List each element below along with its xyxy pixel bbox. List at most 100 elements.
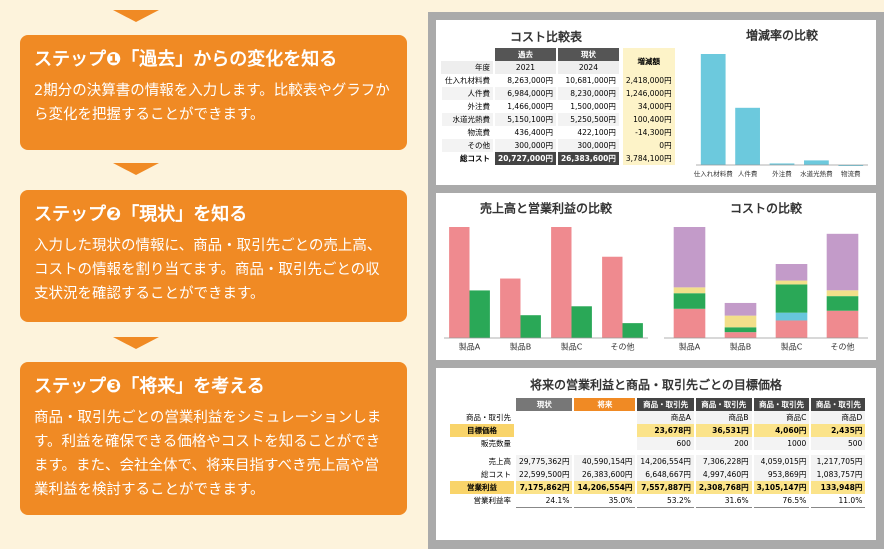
cell: 1,217,705円 [809, 450, 866, 468]
step-title: ステップ❶「過去」からの変化を知る [34, 49, 338, 70]
cell: 34,000円 [618, 100, 675, 113]
cell: 2,418,000円 [618, 74, 675, 87]
table-row: 目標価格 23,678円 36,531円 4,060円 2,435円 [450, 424, 866, 437]
cell: 10,681,000円 [555, 74, 621, 87]
row-header: 総コスト [440, 152, 494, 165]
bar [551, 227, 572, 338]
step-box: ステップ❷「現状」を知る 入力した現状の情報に、商品・取引先ごとの売上高、コストの… [20, 190, 407, 322]
cell: 1000 [751, 437, 811, 453]
x-tick-label: 水道光熱費 [800, 169, 833, 178]
x-tick-label: 製品B [730, 342, 752, 352]
cell: 3,784,100円 [618, 152, 675, 165]
x-tick-label: 製品C [561, 342, 583, 352]
x-tick-label: その他 [831, 342, 855, 352]
x-tick-label: 仕入れ材料費 [694, 169, 734, 178]
bar-segment [775, 264, 808, 281]
chart-title: 売上高と営業利益の比較 [480, 201, 613, 216]
cell [572, 424, 637, 437]
cell: 1,083,757円 [809, 468, 866, 481]
preview-panel: コスト比較表 過去 現状 増減額 年度 2021 2024 仕入れ材料費 8,263,000円… [428, 12, 884, 549]
cell: 500 [809, 437, 866, 453]
cell: 1,466,000円 [493, 100, 557, 113]
cell: 2,308,768円 [693, 481, 753, 494]
cell: 300,000円 [493, 139, 557, 152]
cell: 14,206,554円 [635, 450, 695, 468]
card: 売上高と営業利益の比較 製品A 製品B 製品C その他 コストの比較 製品A 製品B 製品C その… [436, 193, 876, 360]
cell: 24.1% [513, 494, 574, 508]
table-row: 水道光熱費 5,150,100円 5,250,500円 100,400円 [440, 113, 675, 126]
cell: 14,206,554円 [572, 481, 637, 494]
x-tick-label: 製品C [781, 342, 803, 352]
cell [572, 437, 637, 453]
bar-segment [724, 332, 757, 338]
cell [450, 398, 515, 411]
cell: 133,948円 [809, 481, 866, 494]
cell: -14,300円 [618, 126, 675, 139]
cell [513, 437, 574, 453]
column-header: 商品・取引先 [809, 398, 866, 411]
row-header: 水道光熱費 [440, 113, 494, 126]
cell: 422,100円 [555, 126, 621, 139]
row-header: 目標価格 [450, 424, 515, 437]
table-row: 外注費 1,466,000円 1,500,000円 34,000円 [440, 100, 675, 113]
cell: 23,678円 [635, 424, 695, 437]
arrow [113, 10, 159, 22]
column-header: 過去 [493, 48, 557, 61]
cell: 100,400円 [618, 113, 675, 126]
x-tick-label: その他 [611, 342, 635, 352]
cell: 26,383,600円 [555, 152, 621, 165]
cell: 76.5% [751, 494, 811, 508]
x-tick-label: 人件費 [738, 169, 758, 178]
bar [804, 160, 829, 165]
bar-segment [673, 293, 706, 309]
cell: 商品B [693, 411, 753, 424]
step-description: 商品・取引先ごとの営業利益をシミュレーションします。利益を確保できる価格やコスト… [34, 410, 382, 498]
column-header: 商品・取引先 [693, 398, 753, 411]
year: 2021 [493, 61, 557, 74]
bar [700, 54, 726, 165]
row-header: 営業利益 [450, 481, 515, 494]
cell: 53.2% [635, 494, 695, 508]
column-header: 現状 [513, 398, 574, 411]
cell: 953,869円 [751, 468, 811, 481]
bar-segment [673, 308, 706, 338]
cell: 1,500,000円 [555, 100, 621, 113]
bar-segment [673, 227, 706, 288]
cell: 436,400円 [493, 126, 557, 139]
cell: 11.0% [809, 494, 866, 508]
header-row: 過去 現状 増減額 [441, 48, 675, 74]
bar [622, 323, 643, 338]
card: コスト比較表 過去 現状 増減額 年度 2021 2024 仕入れ材料費 8,263,000円… [436, 20, 876, 185]
card: 将来の営業利益と商品・取引先ごとの目標価格 現状 将来 商品・取引先 商品・取引先 商品… [436, 368, 876, 540]
row-header: 物流費 [440, 126, 494, 139]
bar [735, 107, 760, 165]
column-header: 現状 [555, 48, 621, 61]
cell [572, 411, 637, 424]
step-title: ステップ❸「将来」を考える [34, 376, 265, 397]
table-row: 人件費 6,984,000円 8,230,000円 1,246,000円 [440, 87, 675, 100]
cell: 8,263,000円 [493, 74, 557, 87]
cell: 35.0% [572, 494, 637, 508]
x-tick-label: 物流費 [841, 169, 861, 178]
bar-segment [724, 327, 757, 333]
column-header: 増減額 [618, 48, 675, 74]
cell: 36,531円 [693, 424, 753, 437]
cell: 8,230,000円 [555, 87, 621, 100]
bar [838, 165, 864, 166]
cell: 29,775,362円 [513, 450, 574, 468]
cell: 26,383,600円 [572, 468, 637, 481]
table-row: 総コスト 20,727,000円 26,383,600円 3,784,100円 [440, 152, 675, 165]
cell: 商品C [751, 411, 811, 424]
cell: 7,175,862円 [513, 481, 574, 494]
header-row: 現状 将来 商品・取引先 商品・取引先 商品・取引先 商品・取引先 [450, 398, 866, 411]
table-row: 販売数量 600 200 1000 500 [450, 437, 866, 453]
step-description: 2期分の決算書の情報を入力します。比較表やグラフから変化を把握することができます… [34, 83, 390, 123]
row-header: 売上高 [450, 450, 515, 468]
row-header: 人件費 [440, 87, 494, 100]
row-header: 年度 [441, 61, 494, 74]
year: 2024 [555, 61, 621, 74]
